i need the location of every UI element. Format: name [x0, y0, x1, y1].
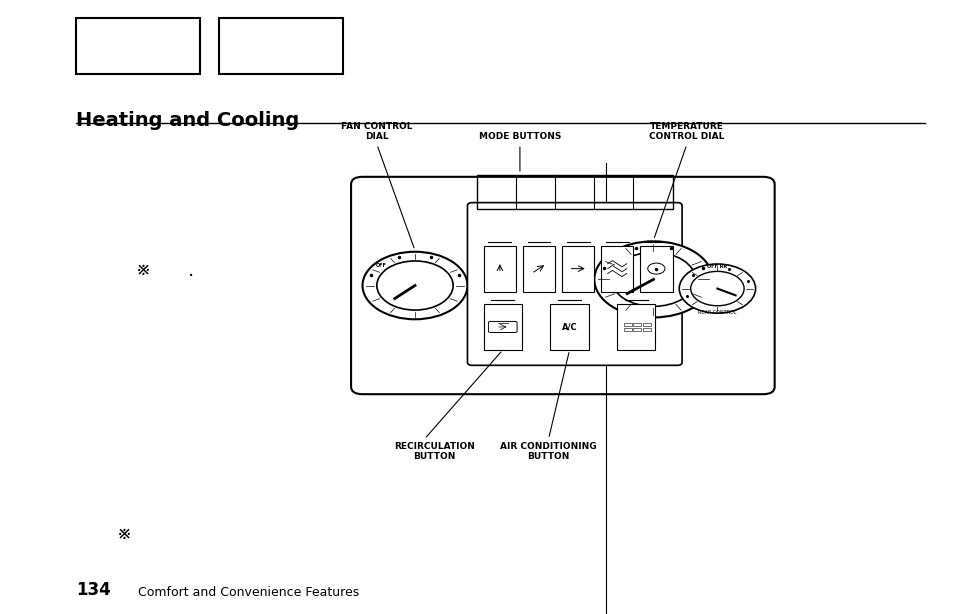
- Bar: [476, 175, 672, 209]
- Bar: [219, 18, 343, 74]
- Text: 134: 134: [76, 581, 111, 599]
- FancyBboxPatch shape: [351, 177, 774, 394]
- Text: FAN CONTROL
DIAL: FAN CONTROL DIAL: [341, 122, 412, 141]
- Bar: [633, 328, 640, 332]
- Bar: [639, 246, 672, 292]
- Text: RECIRCULATION
BUTTON: RECIRCULATION BUTTON: [394, 442, 474, 462]
- Circle shape: [611, 252, 695, 306]
- Text: AIR CONDITIONING
BUTTON: AIR CONDITIONING BUTTON: [499, 442, 597, 462]
- Bar: [623, 323, 631, 327]
- Text: REAR CONTROL: REAR CONTROL: [698, 310, 736, 316]
- Bar: [623, 328, 631, 332]
- Circle shape: [362, 252, 467, 319]
- Circle shape: [376, 261, 453, 310]
- Bar: [76, 18, 200, 74]
- Circle shape: [594, 241, 712, 317]
- Bar: [642, 328, 650, 332]
- Bar: [600, 246, 633, 292]
- Bar: [483, 246, 516, 292]
- Bar: [522, 246, 555, 292]
- Text: OFF RR: OFF RR: [706, 263, 727, 269]
- Circle shape: [679, 264, 755, 313]
- Text: A/C: A/C: [561, 322, 577, 332]
- Bar: [550, 304, 588, 350]
- Text: ※: ※: [135, 261, 151, 279]
- Text: TEMPERATURE
CONTROL DIAL: TEMPERATURE CONTROL DIAL: [648, 122, 724, 141]
- Bar: [617, 304, 655, 350]
- Text: Comfort and Convenience Features: Comfort and Convenience Features: [138, 586, 359, 599]
- Bar: [642, 323, 650, 327]
- Bar: [483, 304, 521, 350]
- Text: OFF: OFF: [375, 263, 387, 268]
- FancyBboxPatch shape: [467, 203, 681, 365]
- Bar: [561, 246, 594, 292]
- Text: MODE BUTTONS: MODE BUTTONS: [478, 132, 560, 141]
- Bar: [633, 323, 640, 327]
- Circle shape: [690, 271, 743, 306]
- Text: Heating and Cooling: Heating and Cooling: [76, 111, 299, 130]
- Text: ※: ※: [116, 525, 132, 543]
- Text: .: .: [188, 261, 193, 279]
